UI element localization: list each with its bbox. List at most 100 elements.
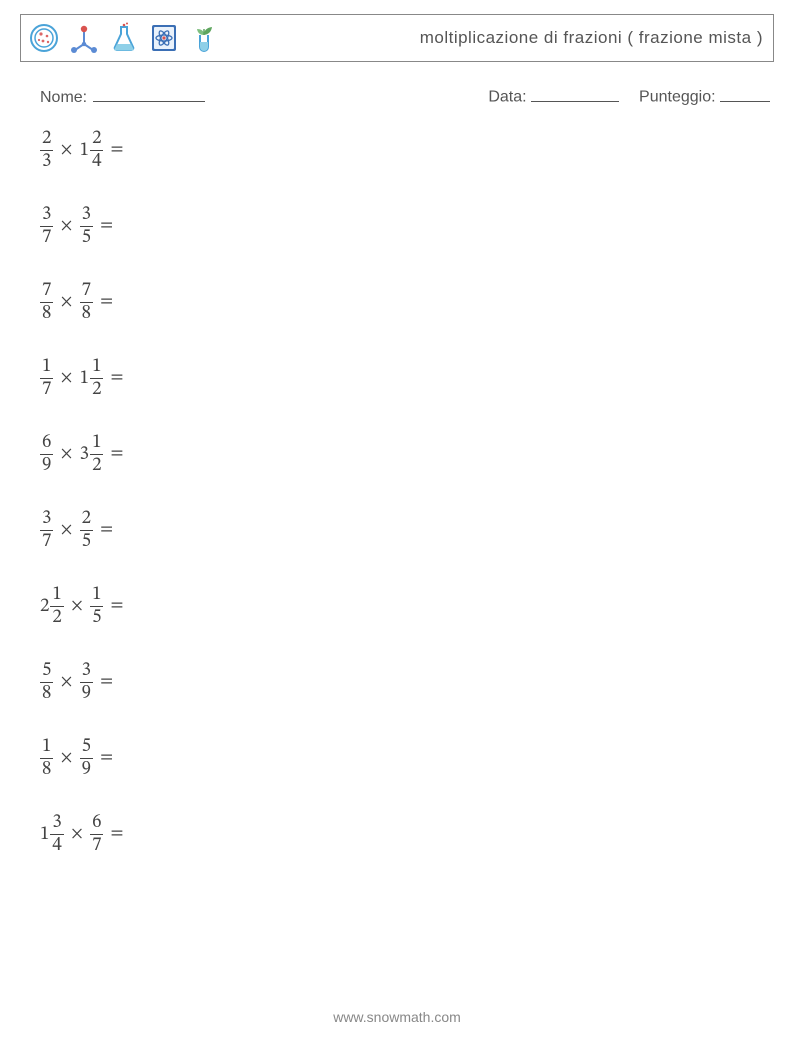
fraction-a: 34 xyxy=(50,813,63,856)
fraction-bar xyxy=(40,226,53,227)
worksheet-header: moltiplicazione di frazioni ( frazione m… xyxy=(20,14,774,62)
denominator: 4 xyxy=(50,836,63,856)
denominator: 2 xyxy=(90,380,103,400)
problem-row: 78×78= xyxy=(40,281,774,325)
equals-sign: = xyxy=(110,595,123,618)
fraction-bar xyxy=(90,378,103,379)
numerator: 3 xyxy=(80,661,93,681)
denominator: 8 xyxy=(80,304,93,324)
atom-card-icon xyxy=(147,21,181,55)
equals-sign: = xyxy=(110,367,123,390)
denominator: 4 xyxy=(90,152,103,172)
problem-row: 18×59= xyxy=(40,737,774,781)
equals-sign: = xyxy=(100,747,113,770)
fraction-b: 39 xyxy=(80,661,93,704)
fraction-a: 69 xyxy=(40,433,53,476)
fraction-a: 12 xyxy=(50,585,63,628)
mixed-whole-b: 1 xyxy=(80,139,89,163)
numerator: 3 xyxy=(40,205,53,225)
score-label: Punteggio: xyxy=(639,89,716,106)
numerator: 3 xyxy=(50,813,63,833)
fraction-a: 23 xyxy=(40,129,53,172)
equals-sign: = xyxy=(100,519,113,542)
mixed-whole-a: 1 xyxy=(40,823,49,847)
score-blank[interactable] xyxy=(720,84,770,102)
fraction-bar xyxy=(40,150,53,151)
numerator: 6 xyxy=(40,433,53,453)
denominator: 7 xyxy=(40,532,53,552)
times-operator: × xyxy=(60,520,72,541)
numerator: 1 xyxy=(40,357,53,377)
times-operator: × xyxy=(60,444,72,465)
fraction-b: 25 xyxy=(80,509,93,552)
times-operator: × xyxy=(71,824,83,845)
problem-row: 3 7 × 25 = xyxy=(40,509,774,553)
fraction-bar xyxy=(40,454,53,455)
problem-row: 212×15= xyxy=(40,585,774,629)
problem-row: 69×312= xyxy=(40,433,774,477)
numerator: 7 xyxy=(80,281,93,301)
denominator: 8 xyxy=(40,760,53,780)
name-blank[interactable] xyxy=(93,84,205,102)
problem-row: 58×39= xyxy=(40,661,774,705)
problem-row: 134×67= xyxy=(40,813,774,857)
fraction-bar xyxy=(80,226,93,227)
date-blank[interactable] xyxy=(531,84,619,102)
denominator: 8 xyxy=(40,304,53,324)
fraction-a: 78 xyxy=(40,281,53,324)
equals-sign: = xyxy=(110,823,123,846)
footer-link[interactable]: www.snowmath.com xyxy=(0,1009,794,1025)
fraction-a: 18 xyxy=(40,737,53,780)
name-label: Nome: xyxy=(40,89,87,107)
times-operator: × xyxy=(60,368,72,389)
denominator: 5 xyxy=(80,228,93,248)
fraction-bar xyxy=(50,606,63,607)
fraction-bar xyxy=(80,758,93,759)
times-operator: × xyxy=(60,140,72,161)
fraction-b: 12 xyxy=(90,433,103,476)
worksheet-title: moltiplicazione di frazioni ( frazione m… xyxy=(420,28,763,48)
fraction-bar xyxy=(90,454,103,455)
numerator: 3 xyxy=(40,509,53,529)
fraction-bar xyxy=(90,834,103,835)
date-label: Data: xyxy=(488,89,526,106)
numerator: 3 xyxy=(80,205,93,225)
denominator: 8 xyxy=(40,684,53,704)
numerator: 1 xyxy=(40,737,53,757)
fraction-bar xyxy=(80,682,93,683)
fraction-bar xyxy=(90,150,103,151)
numerator: 1 xyxy=(90,357,103,377)
fraction-bar xyxy=(40,378,53,379)
numerator: 1 xyxy=(90,433,103,453)
fraction-a: 58 xyxy=(40,661,53,704)
times-operator: × xyxy=(60,672,72,693)
numerator: 2 xyxy=(90,129,103,149)
denominator: 5 xyxy=(90,608,103,628)
denominator: 9 xyxy=(80,684,93,704)
fraction-bar xyxy=(90,606,103,607)
problem-row: 23×124= xyxy=(40,129,774,173)
denominator: 9 xyxy=(80,760,93,780)
equals-sign: = xyxy=(100,671,113,694)
problem-row: 17×112= xyxy=(40,357,774,401)
fraction-b: 78 xyxy=(80,281,93,324)
flask-icon xyxy=(107,21,141,55)
sprout-tube-icon xyxy=(187,21,221,55)
denominator: 5 xyxy=(80,532,93,552)
mixed-whole-b: 3 xyxy=(80,443,89,467)
info-row: Nome: Data: Punteggio: xyxy=(20,84,774,107)
denominator: 2 xyxy=(90,456,103,476)
fraction-b: 15 xyxy=(90,585,103,628)
numerator: 7 xyxy=(40,281,53,301)
fraction-bar xyxy=(80,302,93,303)
denominator: 9 xyxy=(40,456,53,476)
fraction-b: 24 xyxy=(90,129,103,172)
fraction-bar xyxy=(40,682,53,683)
equals-sign: = xyxy=(110,139,123,162)
numerator: 5 xyxy=(40,661,53,681)
fraction-a: 37 xyxy=(40,205,53,248)
problem-row: 37×35= xyxy=(40,205,774,249)
fraction-b: 67 xyxy=(90,813,103,856)
numerator: 5 xyxy=(80,737,93,757)
numerator: 1 xyxy=(90,585,103,605)
